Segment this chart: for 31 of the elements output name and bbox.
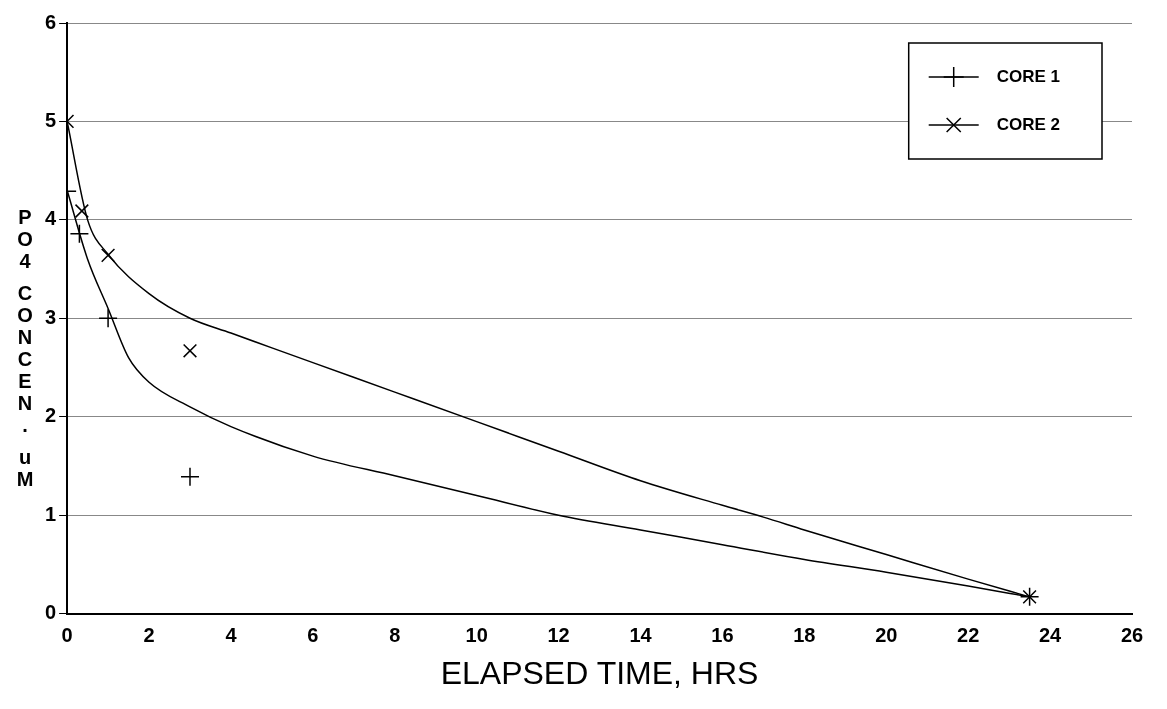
y-tick-label: 5 bbox=[45, 108, 57, 131]
x-tick-label: 10 bbox=[465, 624, 488, 647]
y-tick-label: 1 bbox=[45, 502, 57, 525]
y-tick-label: 0 bbox=[45, 601, 57, 624]
x-tick-label: 8 bbox=[389, 624, 401, 647]
x-tick-label: 20 bbox=[875, 624, 898, 647]
x-axis-title: ELAPSED TIME, HRS bbox=[440, 654, 759, 691]
legend-label: CORE 1 bbox=[996, 66, 1060, 86]
x-tick-label: 2 bbox=[143, 624, 155, 647]
y-tick-label: 2 bbox=[45, 404, 57, 427]
legend-label: CORE 2 bbox=[996, 114, 1060, 134]
point bbox=[69, 223, 90, 244]
point bbox=[74, 203, 89, 219]
y-tick-label: 3 bbox=[45, 305, 57, 328]
x-tick-label: 4 bbox=[225, 624, 238, 647]
point bbox=[182, 343, 198, 358]
x-tick-label: 16 bbox=[711, 624, 734, 647]
x-tick-label: 18 bbox=[793, 624, 816, 647]
x-tick-label: 14 bbox=[629, 624, 653, 647]
point bbox=[100, 248, 116, 263]
text: PO4 CONCEN. uM bbox=[16, 206, 34, 490]
x-tick-label: 26 bbox=[1120, 624, 1144, 647]
x-tick-label: 0 bbox=[61, 624, 73, 647]
x-tick-label: 24 bbox=[1038, 624, 1063, 647]
y-tick-label: 6 bbox=[45, 10, 57, 33]
x-tick-label: 12 bbox=[547, 624, 570, 647]
point bbox=[180, 467, 200, 487]
point bbox=[98, 308, 118, 329]
x-tick-label: 22 bbox=[957, 624, 980, 647]
y-tick-label: 4 bbox=[45, 207, 57, 230]
x-tick-label: 6 bbox=[307, 624, 319, 647]
